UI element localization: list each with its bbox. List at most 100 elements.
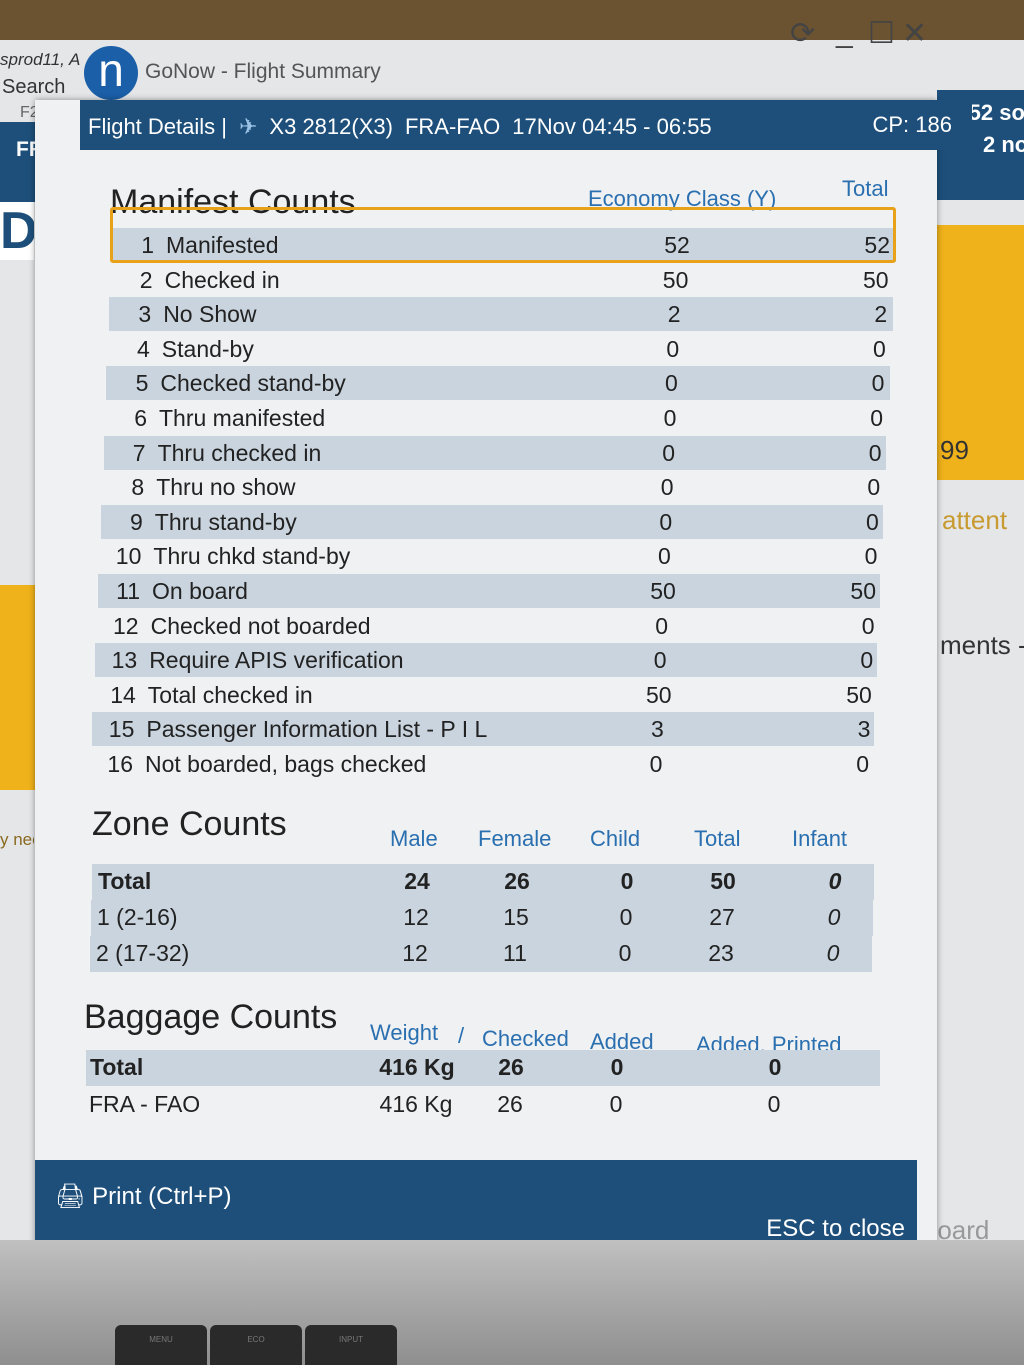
row-number: 13: [111, 647, 138, 674]
row-label: Checked not boarded: [150, 612, 371, 639]
print-button[interactable]: 🖨 Print (Ctrl+P): [55, 1182, 232, 1211]
monitor-input-button[interactable]: INPUT: [305, 1325, 397, 1365]
manifest-row[interactable]: 13 Require APIS verification 0 0: [95, 643, 877, 678]
total-value: 50: [850, 578, 876, 604]
baggage-value: 0: [610, 1054, 624, 1080]
manifest-row[interactable]: 11 On board 50 50: [98, 574, 880, 608]
manifest-row[interactable]: 4 Stand-by 0 0: [108, 332, 891, 366]
refresh-icon[interactable]: ⟳: [790, 17, 816, 50]
row-label: Thru no show: [156, 474, 296, 501]
total-value: 0: [856, 751, 869, 777]
manifest-row[interactable]: 1 Manifested 52 52: [112, 228, 896, 262]
economy-value: 50: [646, 681, 672, 708]
zone-value: 12: [402, 940, 428, 966]
manifest-row[interactable]: 3 No Show 2 2: [109, 297, 893, 332]
flight-route: FRA-FAO: [404, 114, 501, 139]
cp-count: CP: 186: [872, 112, 953, 137]
manifest-row[interactable]: 2 Checked in 50 50: [111, 263, 895, 297]
zone-value: 26: [504, 868, 530, 894]
economy-value: 52: [664, 232, 690, 258]
row-label: Thru checked in: [157, 439, 322, 466]
total-value: 52: [864, 232, 890, 258]
esc-close-button[interactable]: ESC to close: [766, 1215, 905, 1242]
economy-value: 0: [662, 439, 675, 466]
row-number: 3: [138, 301, 152, 328]
row-number: 10: [115, 543, 142, 570]
bg-need: y need: [0, 830, 34, 849]
row-label: Checked stand-by: [160, 370, 346, 397]
row-label: Thru manifested: [159, 405, 326, 431]
manifest-row[interactable]: 6 Thru manifested 0 0: [105, 401, 888, 435]
zone-col-header: Female: [478, 826, 552, 851]
zone-row: 2 (17-32) 12 11 0 23 0: [90, 936, 872, 972]
zone-title: Zone Counts: [92, 805, 287, 843]
baggage-col-header: Weight: [370, 1020, 439, 1045]
zone-value: 0: [826, 940, 840, 966]
manifest-row[interactable]: 9 Thru stand-by 0 0: [100, 504, 884, 539]
row-label: Stand-by: [161, 335, 254, 362]
row-number: 1: [141, 232, 154, 258]
zone-value: 15: [503, 904, 529, 930]
economy-value: 0: [655, 612, 668, 639]
app-logo: n: [84, 46, 138, 100]
economy-value: 50: [650, 578, 676, 604]
baggage-value: 0: [767, 1091, 781, 1117]
baggage-col-header: /: [458, 1023, 465, 1048]
manifest-row[interactable]: 15 Passenger Information List - P I L 3 3: [92, 712, 874, 747]
bg-big-text: DIN: [0, 202, 34, 260]
row-number: 12: [113, 612, 139, 639]
manifest-row[interactable]: 7 Thru checked in 0 0: [103, 435, 887, 470]
manifest-row[interactable]: 12 Checked not boarded 0 0: [97, 609, 879, 643]
total-value: 0: [860, 647, 874, 674]
row-number: 14: [110, 681, 136, 708]
total-header: Total: [842, 176, 889, 201]
bg-search[interactable]: Search: [2, 76, 66, 98]
monitor-eco-button[interactable]: ECO: [210, 1325, 302, 1365]
manifest-row[interactable]: 14 Total checked in 50 50: [94, 678, 875, 712]
row-number: 5: [135, 370, 149, 397]
baggage-value: 416 Kg: [379, 1054, 455, 1080]
baggage-value: 26: [498, 1054, 524, 1080]
zone-value: 0: [618, 940, 632, 966]
baggage-col-header: Added: [590, 1029, 654, 1054]
economy-value: 2: [667, 301, 681, 328]
zone-value: 0: [827, 904, 841, 930]
maximize-button[interactable]: ☐: [868, 17, 895, 50]
baggage-title: Baggage Counts: [84, 998, 338, 1036]
total-value: 0: [871, 370, 885, 397]
zone-col-header: Infant: [792, 826, 848, 851]
checkin-closed-icon: ✈: [238, 114, 258, 139]
row-number: 4: [137, 335, 150, 362]
row-label: Passenger Information List - P I L: [146, 716, 488, 743]
baggage-col-header: Checked: [482, 1026, 569, 1051]
close-button[interactable]: ✕: [902, 17, 928, 50]
economy-value: 3: [650, 716, 664, 743]
economy-value: 0: [657, 543, 671, 570]
total-value: 0: [861, 612, 875, 639]
economy-value: 0: [664, 370, 678, 397]
row-label: Total checked in: [147, 681, 313, 708]
monitor-bezel: MENU ECO INPUT: [0, 1240, 1024, 1365]
manifest-row[interactable]: 5 Checked stand-by 0 0: [106, 366, 890, 401]
monitor-menu-button[interactable]: MENU: [115, 1325, 207, 1365]
economy-header: Economy Class (Y): [588, 186, 777, 211]
row-number: 7: [132, 439, 146, 466]
flight-details-label: Flight Details |: [88, 114, 227, 139]
zone-value: 50: [710, 868, 736, 894]
row-label: Not boarded, bags checked: [145, 751, 427, 777]
total-value: 0: [866, 508, 879, 535]
zone-value: 23: [708, 940, 734, 966]
total-value: 0: [870, 405, 883, 431]
row-number: 9: [130, 508, 143, 535]
zone-value: 12: [403, 904, 429, 930]
manifest-title: Manifest Counts: [110, 183, 356, 221]
row-label: Thru stand-by: [154, 508, 297, 535]
manifest-row[interactable]: 8 Thru no show 0 0: [102, 470, 885, 504]
manifest-row[interactable]: 16 Not boarded, bags checked 0 0: [91, 747, 872, 781]
row-label: Manifested: [166, 232, 279, 258]
row-label: Require APIS verification: [149, 647, 404, 674]
zone-value: 27: [709, 904, 735, 930]
minimize-button[interactable]: _: [836, 16, 853, 49]
manifest-row[interactable]: 10 Thru chkd stand-by 0 0: [99, 539, 881, 573]
baggage-value: 0: [609, 1091, 623, 1117]
